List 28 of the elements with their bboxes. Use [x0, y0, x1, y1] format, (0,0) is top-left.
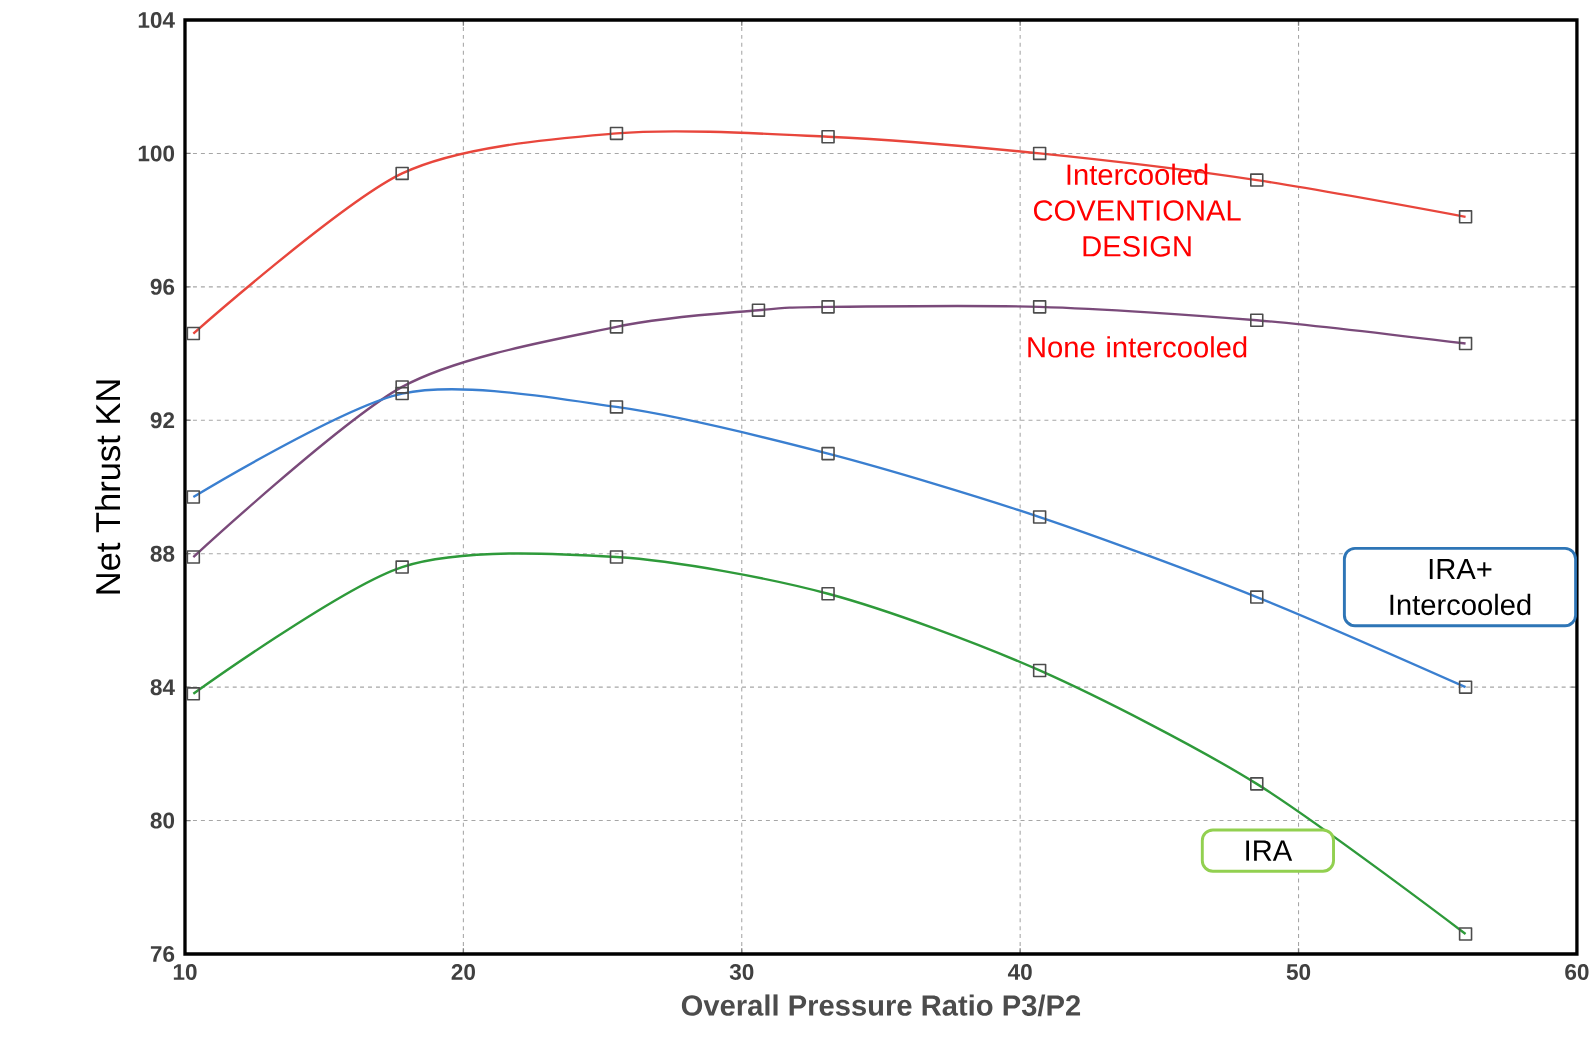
x-axis-title: Overall Pressure Ratio P3/P2 — [681, 994, 1081, 1017]
y-axis-title: Net Thrust KN — [95, 380, 121, 594]
y-tick-label: 92 — [150, 412, 175, 429]
x-tick-label: 10 — [173, 963, 197, 980]
series-label: None intercooled — [1028, 336, 1247, 358]
y-tick-label: 104 — [138, 12, 175, 28]
y-tick-label: 96 — [150, 278, 175, 295]
series-label: Intercooled COVENTIONAL DESIGN — [1033, 163, 1241, 257]
x-tick-label: 20 — [451, 963, 475, 980]
point — [821, 300, 835, 314]
x-tick-label: 50 — [1286, 963, 1311, 980]
series-label: IRA+ Intercooled — [1390, 558, 1531, 616]
point — [609, 320, 624, 334]
point — [751, 303, 766, 317]
point — [395, 380, 409, 394]
x-tick-label: 40 — [1007, 963, 1032, 980]
series-label: IRA — [1246, 840, 1293, 861]
y-tick-label: 88 — [150, 545, 175, 562]
x-tick-label: 60 — [1565, 963, 1589, 980]
y-tick-label: 100 — [138, 145, 175, 162]
y-tick-label: 80 — [150, 812, 175, 829]
point — [1250, 313, 1264, 327]
point — [1032, 300, 1047, 314]
y-tick-label: 76 — [150, 946, 175, 962]
x-tick-label: 30 — [729, 963, 754, 980]
point — [186, 550, 201, 564]
y-tick-label: 84 — [150, 679, 175, 696]
point — [1458, 336, 1473, 351]
